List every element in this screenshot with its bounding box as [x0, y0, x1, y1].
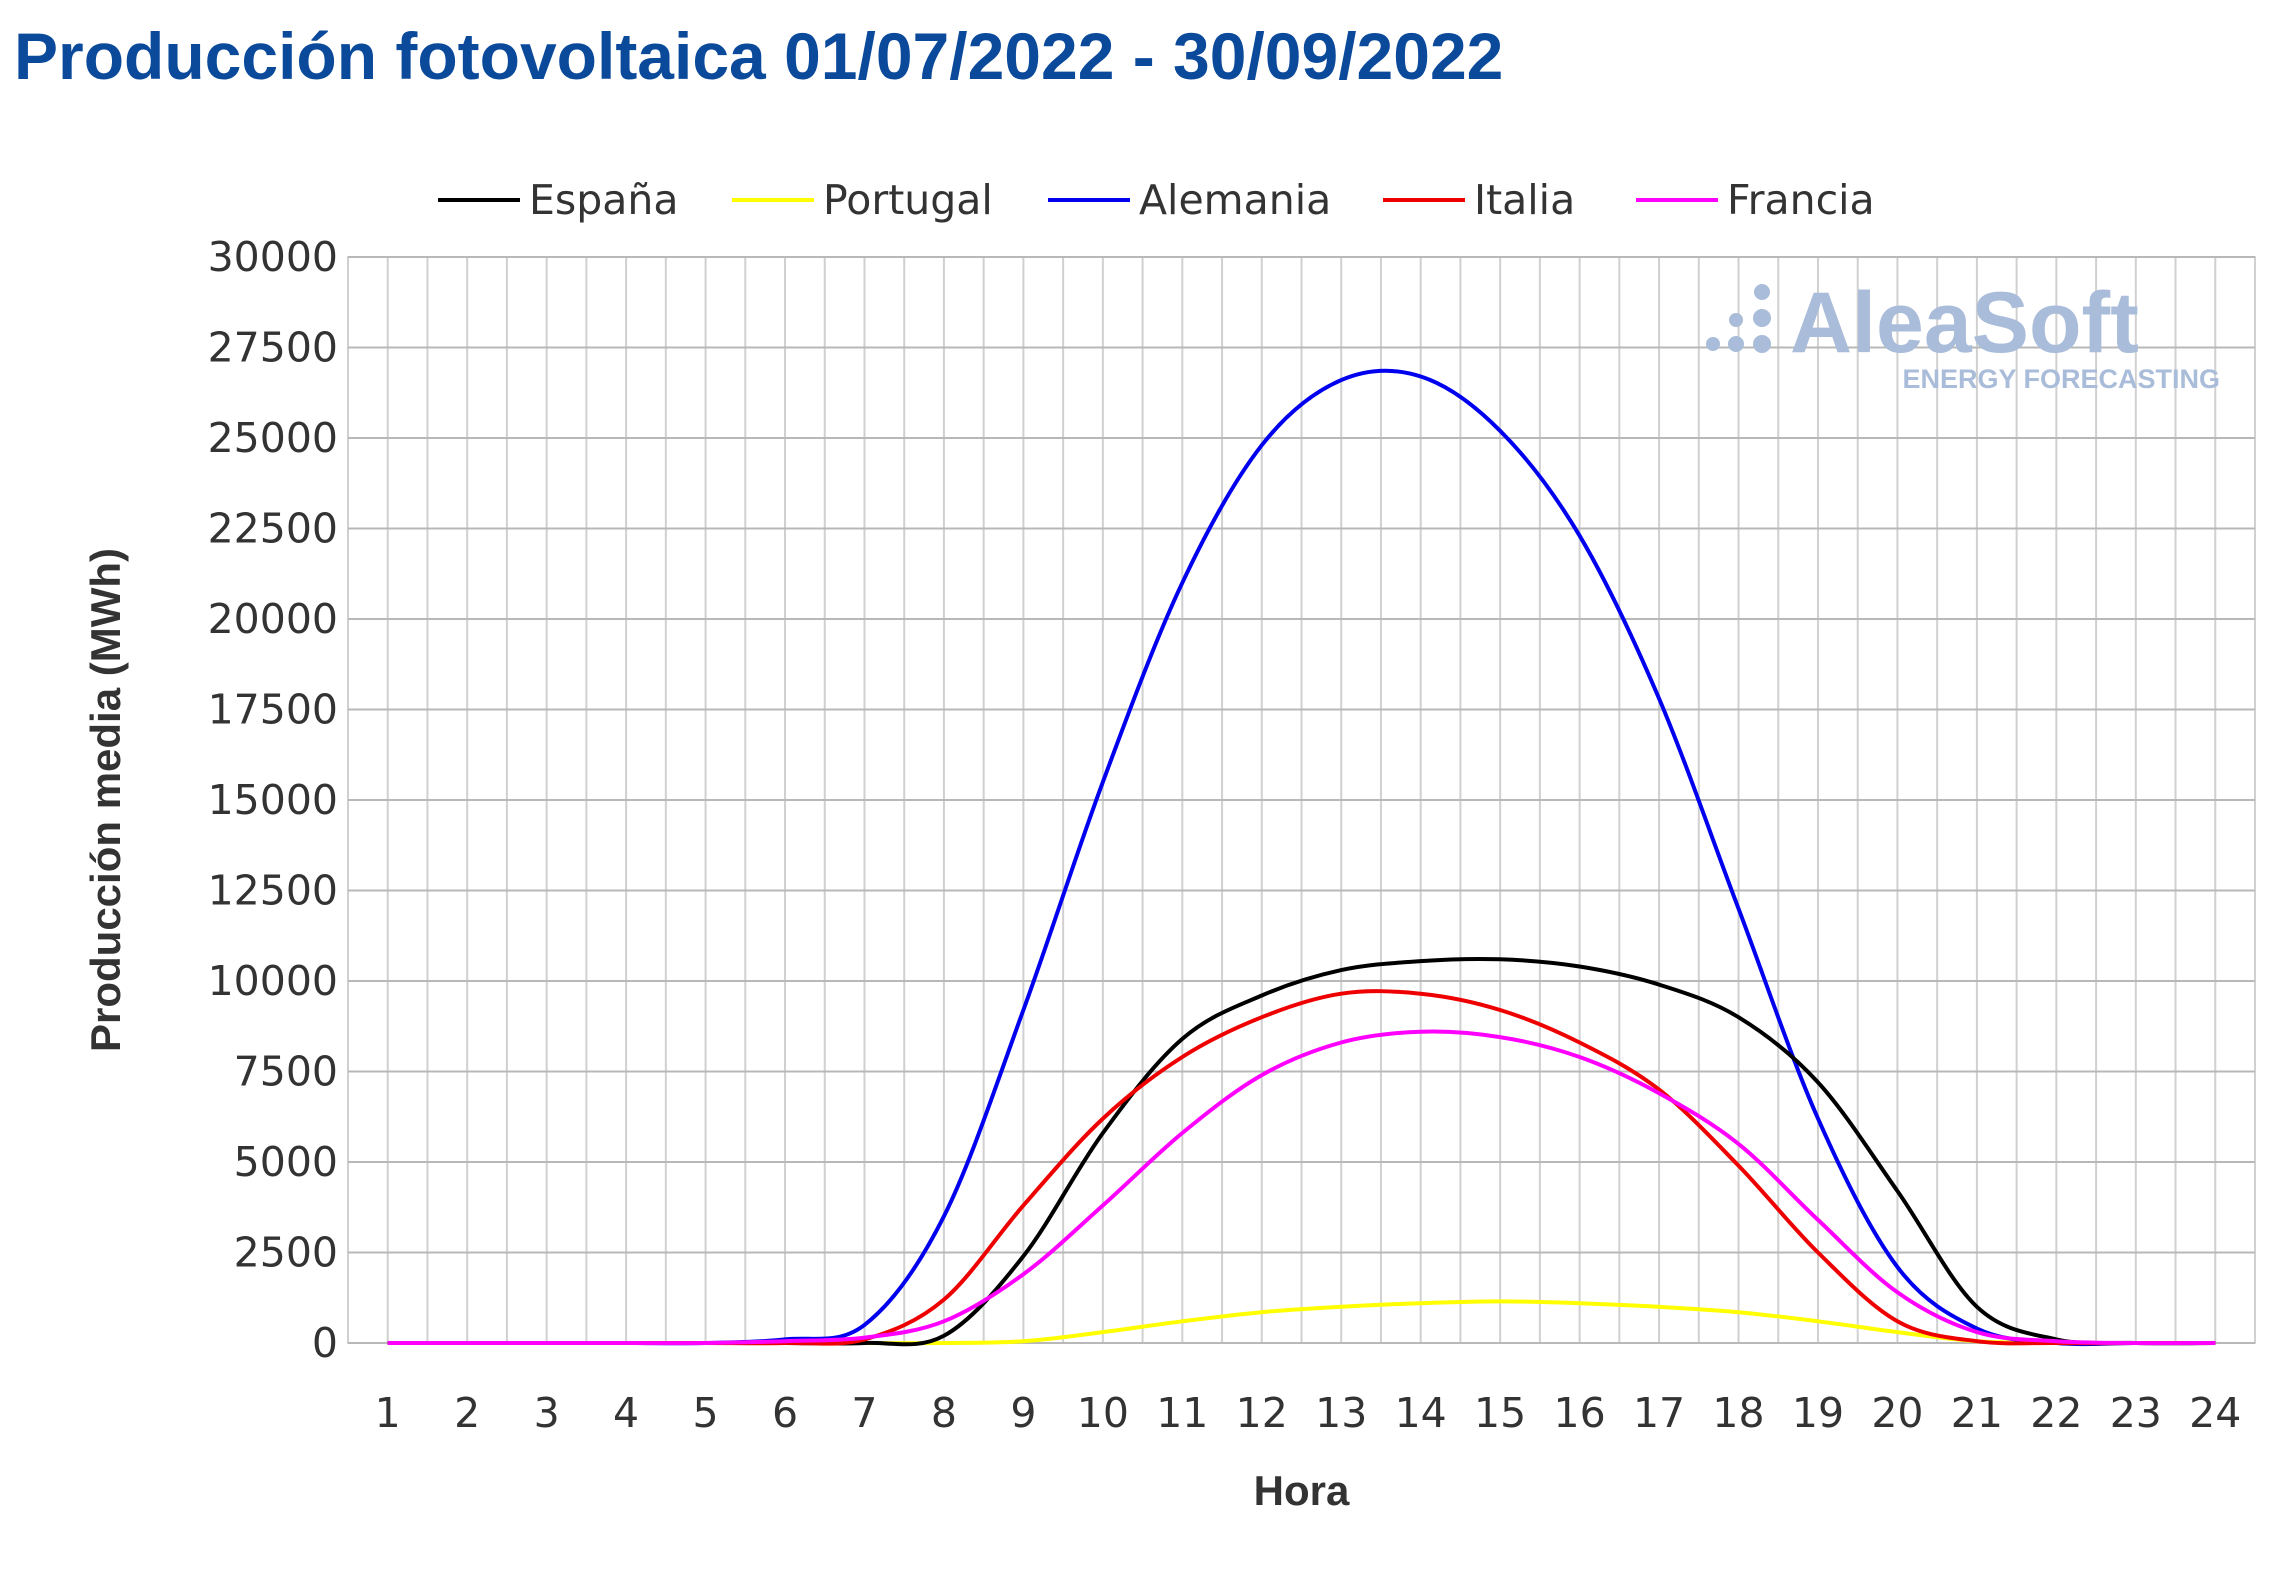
aleasoft-watermark: AleaSoft ENERGY FORECASTING: [1706, 275, 2220, 394]
x-axis-ticks: 1 2 3 4 5 6 7 8 9 10 11 12 13 14 15 16 17 18 19 20 21 22 23 24: [375, 1389, 2242, 1437]
x-tick-label: 13: [1315, 1389, 1367, 1437]
x-tick-label: 18: [1712, 1389, 1764, 1437]
aleasoft-logo-icon: [1706, 284, 1771, 353]
legend-label: Francia: [1727, 176, 1875, 224]
x-tick-label: 5: [693, 1389, 719, 1437]
series-line-francia: [387, 1029, 2216, 1346]
x-tick-label: 10: [1077, 1389, 1129, 1437]
y-tick-label: 17500: [208, 686, 338, 734]
series-lines: [387, 368, 2216, 1347]
y-tick-label: 27500: [208, 324, 338, 372]
logo-dot: [1753, 309, 1771, 327]
y-tick-label: 0: [312, 1319, 338, 1367]
y-axis-title: Producción media (MWh): [82, 548, 129, 1052]
x-tick-label: 7: [851, 1389, 877, 1437]
x-tick-label: 20: [1871, 1389, 1923, 1437]
legend-label: Italia: [1474, 176, 1575, 224]
x-tick-label: 24: [2189, 1389, 2241, 1437]
y-tick-label: 20000: [208, 595, 338, 643]
x-tick-label: 3: [534, 1389, 560, 1437]
legend: España Portugal Alemania Italia Francia: [438, 176, 1875, 224]
x-tick-label: 21: [1951, 1389, 2003, 1437]
legend-label: España: [529, 176, 679, 224]
y-axis-ticks: 0 2500 5000 7500 10000 12500 15000 17500 20000 22…: [208, 233, 338, 1367]
y-tick-label: 7500: [234, 1048, 338, 1096]
legend-label: Alemania: [1139, 176, 1331, 224]
x-tick-label: 16: [1554, 1389, 1606, 1437]
x-tick-label: 14: [1395, 1389, 1447, 1437]
chart-title: Producción fotovoltaica 01/07/2022 - 30/…: [14, 19, 1504, 93]
x-tick-label: 11: [1156, 1389, 1208, 1437]
watermark-tagline: ENERGY FORECASTING: [1902, 364, 2220, 394]
x-tick-label: 9: [1010, 1389, 1036, 1437]
y-tick-label: 25000: [208, 414, 338, 462]
x-tick-label: 23: [2110, 1389, 2162, 1437]
x-axis-title: Hora: [1254, 1467, 1350, 1514]
logo-dot: [1728, 336, 1744, 352]
logo-dot: [1706, 337, 1720, 351]
y-tick-label: 22500: [208, 505, 338, 553]
x-tick-label: 2: [454, 1389, 480, 1437]
x-tick-label: 22: [2030, 1389, 2082, 1437]
x-tick-label: 6: [772, 1389, 798, 1437]
grid-lines: [347, 256, 2256, 1344]
y-tick-label: 12500: [208, 867, 338, 915]
watermark-brand: AleaSoft: [1790, 275, 2139, 371]
legend-label: Portugal: [823, 176, 993, 224]
y-tick-label: 15000: [208, 776, 338, 824]
x-tick-label: 1: [375, 1389, 401, 1437]
x-tick-label: 4: [613, 1389, 639, 1437]
x-tick-label: 8: [931, 1389, 957, 1437]
x-tick-label: 19: [1792, 1389, 1844, 1437]
logo-dot: [1753, 335, 1771, 353]
y-tick-label: 2500: [234, 1229, 338, 1277]
logo-dot: [1729, 313, 1743, 327]
y-tick-label: 5000: [234, 1138, 338, 1186]
y-tick-label: 10000: [208, 957, 338, 1005]
logo-dot: [1754, 284, 1770, 300]
x-tick-label: 12: [1236, 1389, 1288, 1437]
x-tick-label: 15: [1474, 1389, 1526, 1437]
y-tick-label: 30000: [208, 233, 338, 281]
x-tick-label: 17: [1633, 1389, 1685, 1437]
